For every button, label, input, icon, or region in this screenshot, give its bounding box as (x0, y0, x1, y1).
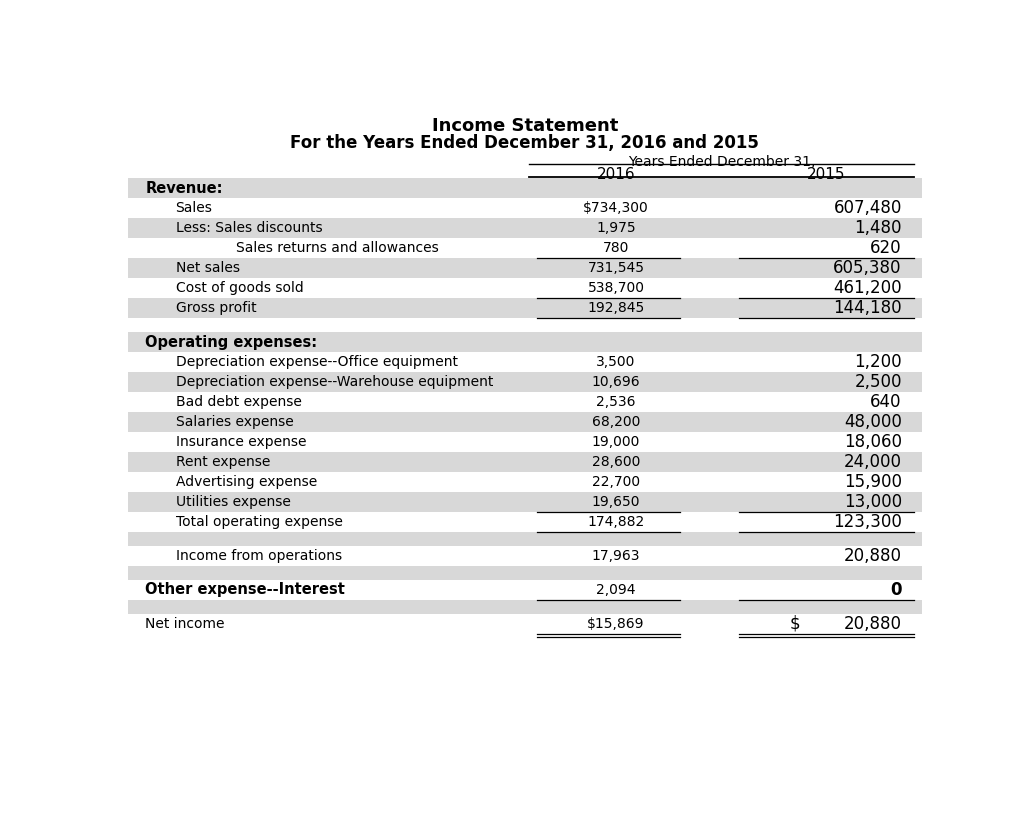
Text: 24,000: 24,000 (844, 453, 902, 471)
FancyBboxPatch shape (128, 412, 922, 432)
Text: Gross profit: Gross profit (176, 301, 256, 315)
FancyBboxPatch shape (128, 566, 922, 580)
Text: Depreciation expense--Office equipment: Depreciation expense--Office equipment (176, 355, 458, 369)
Text: 605,380: 605,380 (834, 259, 902, 277)
FancyBboxPatch shape (128, 492, 922, 512)
Text: 2016: 2016 (597, 167, 635, 182)
FancyBboxPatch shape (128, 178, 922, 199)
Text: 48,000: 48,000 (844, 413, 902, 431)
FancyBboxPatch shape (128, 258, 922, 279)
FancyBboxPatch shape (128, 332, 922, 352)
Text: Income Statement: Income Statement (431, 117, 618, 134)
Text: 640: 640 (870, 393, 902, 411)
Text: Salaries expense: Salaries expense (176, 415, 293, 429)
Text: Rent expense: Rent expense (176, 455, 270, 469)
Text: 2,500: 2,500 (854, 373, 902, 391)
Text: 2,094: 2,094 (596, 583, 636, 597)
Text: Years Ended December 31,: Years Ended December 31, (628, 155, 815, 169)
Text: Other expense--Interest: Other expense--Interest (145, 583, 345, 597)
Text: 20,880: 20,880 (844, 547, 902, 565)
Text: 174,882: 174,882 (588, 515, 645, 529)
FancyBboxPatch shape (128, 452, 922, 472)
Text: 15,900: 15,900 (844, 473, 902, 491)
Text: Sales: Sales (176, 201, 213, 215)
Text: Sales returns and allowances: Sales returns and allowances (236, 241, 438, 255)
Text: 607,480: 607,480 (834, 199, 902, 218)
Text: 780: 780 (603, 241, 630, 255)
Text: $15,869: $15,869 (588, 616, 645, 630)
Text: Less: Sales discounts: Less: Sales discounts (176, 221, 323, 235)
Text: 10,696: 10,696 (592, 375, 640, 389)
Text: 20,880: 20,880 (844, 615, 902, 633)
Text: 19,000: 19,000 (592, 435, 640, 449)
Text: $734,300: $734,300 (584, 201, 649, 215)
Text: 144,180: 144,180 (834, 299, 902, 317)
Text: 13,000: 13,000 (844, 493, 902, 511)
Text: Income from operations: Income from operations (176, 549, 342, 563)
Text: For the Years Ended December 31, 2016 and 2015: For the Years Ended December 31, 2016 an… (291, 133, 759, 152)
Text: 68,200: 68,200 (592, 415, 640, 429)
Text: $: $ (790, 615, 800, 633)
Text: Insurance expense: Insurance expense (176, 435, 306, 449)
Text: Net income: Net income (145, 616, 225, 630)
Text: 731,545: 731,545 (588, 261, 644, 275)
Text: 19,650: 19,650 (592, 495, 640, 509)
Text: 1,975: 1,975 (596, 221, 636, 235)
Text: 2,536: 2,536 (596, 395, 636, 409)
Text: 192,845: 192,845 (588, 301, 645, 315)
Text: 3,500: 3,500 (596, 355, 636, 369)
Text: 18,060: 18,060 (844, 433, 902, 451)
Text: Utilities expense: Utilities expense (176, 495, 291, 509)
Text: 0: 0 (890, 581, 902, 599)
Text: Total operating expense: Total operating expense (176, 515, 342, 529)
Text: Revenue:: Revenue: (145, 180, 223, 195)
Text: Bad debt expense: Bad debt expense (176, 395, 301, 409)
Text: Depreciation expense--Warehouse equipment: Depreciation expense--Warehouse equipmen… (176, 375, 493, 389)
FancyBboxPatch shape (128, 372, 922, 392)
Text: Net sales: Net sales (176, 261, 240, 275)
FancyBboxPatch shape (128, 532, 922, 545)
Text: 28,600: 28,600 (592, 455, 640, 469)
Text: 22,700: 22,700 (592, 475, 640, 489)
Text: 461,200: 461,200 (834, 279, 902, 297)
Text: Advertising expense: Advertising expense (176, 475, 316, 489)
Text: 1,200: 1,200 (854, 353, 902, 371)
FancyBboxPatch shape (128, 600, 922, 614)
Text: 2015: 2015 (807, 167, 846, 182)
Text: Operating expenses:: Operating expenses: (145, 335, 317, 349)
Text: Cost of goods sold: Cost of goods sold (176, 281, 303, 295)
Text: 1,480: 1,480 (854, 219, 902, 237)
Text: 538,700: 538,700 (588, 281, 644, 295)
FancyBboxPatch shape (128, 218, 922, 238)
Text: 123,300: 123,300 (833, 513, 902, 531)
Text: 17,963: 17,963 (592, 549, 640, 563)
FancyBboxPatch shape (128, 298, 922, 318)
Text: 620: 620 (870, 239, 902, 257)
